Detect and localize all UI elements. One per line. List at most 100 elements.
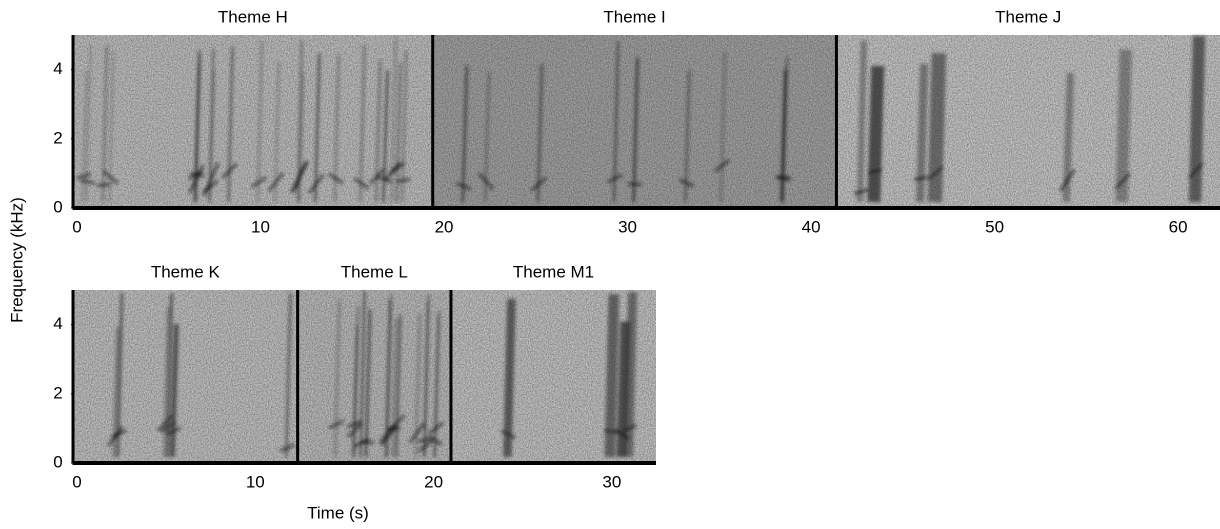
call-streak	[274, 62, 280, 203]
call-streak	[327, 172, 344, 185]
call-streak	[612, 41, 620, 203]
call-streak	[166, 293, 173, 458]
call-streak	[423, 294, 430, 458]
theme-title: Theme M1	[513, 262, 594, 281]
call-streak	[359, 44, 366, 203]
call-streak	[385, 299, 392, 458]
call-streak	[867, 65, 885, 203]
call-streak	[346, 420, 362, 429]
call-streak	[461, 65, 469, 203]
call-streak	[157, 414, 174, 432]
y-tick-label: 2	[53, 128, 62, 147]
y-tick-label: 4	[53, 314, 62, 333]
call-streak	[683, 69, 691, 203]
call-streak	[853, 188, 869, 196]
x-tick-label: 0	[72, 217, 81, 236]
call-streak	[369, 168, 386, 185]
call-streaks	[853, 35, 1206, 203]
call-streaks	[328, 290, 444, 458]
y-tick-label: 4	[53, 59, 62, 78]
call-streak	[284, 292, 292, 458]
call-streak	[86, 44, 92, 203]
call-streak	[187, 164, 205, 194]
call-streak	[1059, 168, 1076, 192]
call-streak	[102, 45, 108, 203]
x-tick-label: 10	[251, 217, 270, 236]
theme-title: Theme K	[151, 262, 221, 281]
call-streak	[536, 64, 544, 203]
x-tick-label: 30	[618, 217, 637, 236]
call-streak	[165, 426, 182, 436]
call-streak	[359, 290, 366, 458]
call-streak	[395, 62, 402, 203]
x-tick-label: 40	[802, 217, 821, 236]
call-streak	[314, 53, 321, 203]
call-streak	[1115, 49, 1132, 203]
x-tick-label: 20	[435, 217, 454, 236]
call-streak	[334, 299, 341, 458]
call-streak	[408, 422, 426, 444]
x-tick-label: 20	[424, 472, 443, 491]
x-tick-label: 50	[985, 217, 1004, 236]
call-streak	[401, 50, 408, 203]
call-streak	[614, 428, 631, 441]
call-streaks	[456, 41, 792, 203]
call-streak	[384, 161, 401, 181]
call-streak	[353, 177, 370, 190]
theme-title: Theme H	[218, 7, 288, 26]
call-streak	[624, 292, 638, 458]
y-tick-label: 0	[53, 452, 62, 471]
x-tick-label: 10	[246, 472, 265, 491]
call-streak	[102, 169, 119, 185]
call-streak	[163, 306, 170, 458]
x-tick-label: 0	[72, 472, 81, 491]
call-streak	[714, 159, 730, 173]
call-streak	[395, 315, 402, 458]
call-streak	[76, 172, 92, 180]
call-streak	[352, 325, 359, 458]
call-streak	[678, 178, 694, 188]
call-streak	[607, 173, 623, 184]
call-streak	[292, 160, 309, 192]
call-streak	[1188, 35, 1206, 203]
call-streak	[170, 324, 179, 458]
call-streak	[267, 172, 285, 192]
call-streak	[202, 162, 220, 197]
call-streak	[257, 41, 263, 203]
y-tick-label: 0	[53, 197, 62, 216]
call-streak	[1114, 172, 1131, 190]
call-streak	[395, 177, 411, 183]
call-streak	[867, 168, 883, 175]
call-streak	[386, 293, 392, 458]
call-streak	[221, 162, 238, 179]
x-tick-label: 30	[602, 472, 621, 491]
call-streak	[208, 48, 215, 203]
theme-title: Theme I	[603, 7, 665, 26]
x-axis-label: Time (s)	[307, 503, 369, 522]
call-streak	[251, 176, 267, 189]
call-streaks	[106, 292, 295, 458]
call-streak	[503, 298, 516, 458]
call-streak	[776, 176, 792, 182]
call-streak	[927, 165, 944, 181]
call-streak	[632, 57, 639, 203]
call-streak	[391, 37, 397, 203]
call-streak	[856, 40, 867, 203]
spectrogram-noise	[836, 35, 1220, 208]
x-tick-label: 60	[1169, 217, 1188, 236]
call-streak	[391, 318, 398, 458]
call-streak	[456, 182, 472, 191]
call-streak	[377, 175, 392, 184]
call-streak	[364, 309, 372, 458]
call-streak	[913, 175, 929, 181]
call-streak	[353, 437, 370, 448]
call-streak	[378, 423, 396, 444]
call-streaks	[76, 37, 411, 203]
y-axis-label: Frequency (kHz)	[7, 197, 26, 323]
call-streak	[927, 53, 947, 203]
call-streak	[227, 46, 234, 203]
spectrogram-noise	[73, 290, 298, 463]
call-streak	[279, 443, 295, 453]
theme-title: Theme L	[341, 262, 408, 281]
